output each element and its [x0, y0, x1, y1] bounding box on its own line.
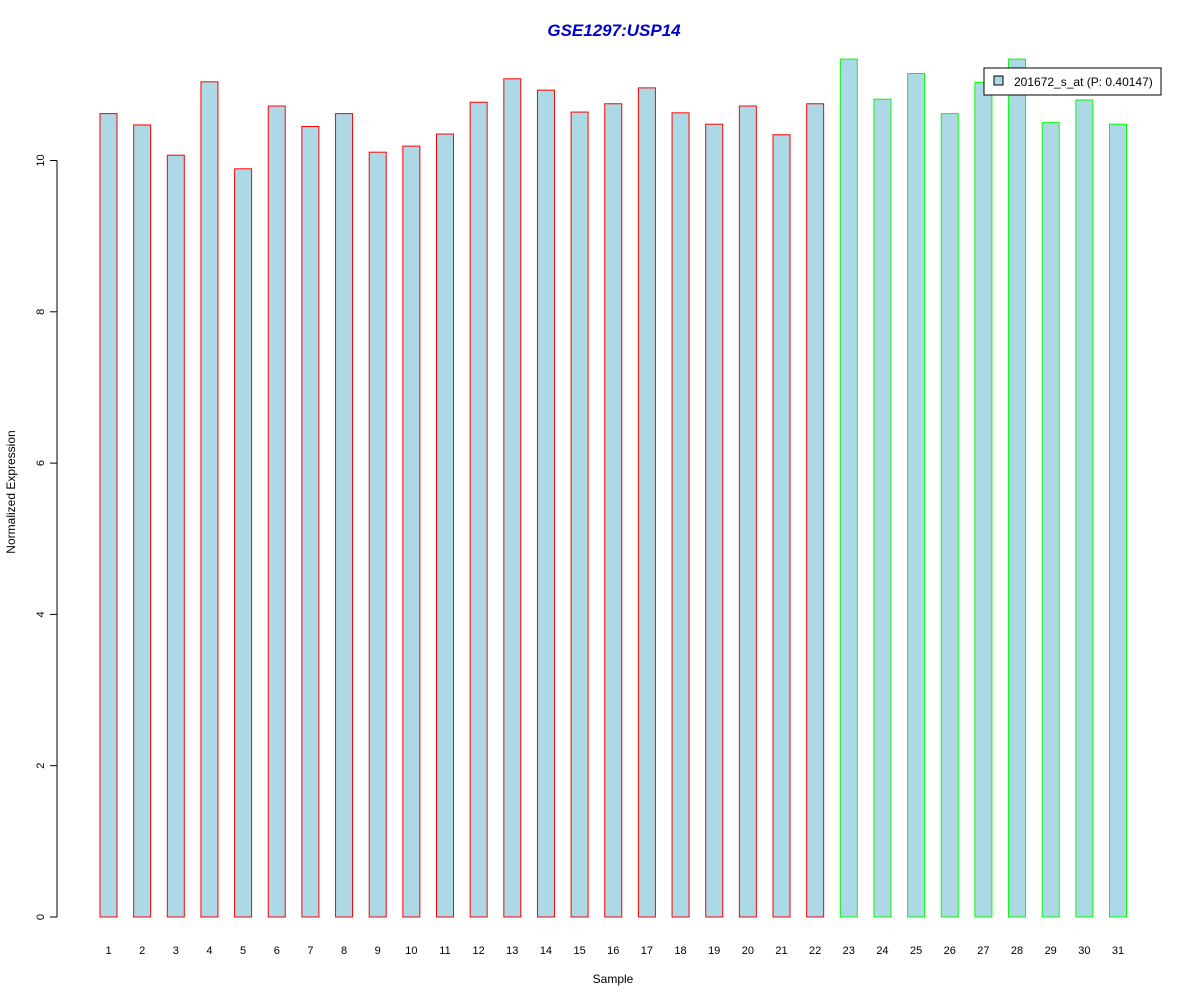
legend-box [983, 67, 1162, 96]
bar-sample-20 [738, 105, 757, 918]
y-axis: 0 2 4 6 8 10 [35, 154, 58, 920]
bar-sample-30 [1075, 99, 1094, 918]
y-axis-label: Normalized Expression [4, 430, 18, 553]
x-tick-label: 30 [1078, 945, 1090, 957]
bar-sample-7 [301, 125, 320, 918]
x-tick-label: 9 [375, 945, 381, 957]
bar-sample-29 [1041, 122, 1060, 918]
bar-sample-24 [873, 98, 892, 918]
x-tick-label: 17 [641, 945, 653, 957]
x-tick-label: 2 [139, 945, 145, 957]
x-tick-label: 22 [809, 945, 821, 957]
bars-group [99, 58, 1127, 918]
bar-sample-17 [637, 87, 656, 918]
bar-sample-3 [166, 154, 185, 918]
y-tick-label: 6 [35, 460, 47, 466]
x-tick-label: 27 [977, 945, 989, 957]
x-tick-label: 6 [274, 945, 280, 957]
bar-sample-5 [234, 168, 253, 918]
x-tick-label: 26 [944, 945, 956, 957]
bar-sample-28 [1008, 58, 1027, 918]
bar-sample-1 [99, 113, 118, 918]
x-tick-label: 20 [742, 945, 754, 957]
bar-sample-16 [604, 103, 623, 918]
bar-sample-25 [907, 73, 926, 918]
x-tick-label: 18 [674, 945, 686, 957]
legend-swatch [993, 75, 1004, 86]
bar-sample-13 [503, 78, 522, 918]
x-tick-label: 29 [1045, 945, 1057, 957]
x-tick-labels: 1 2 3 4 5 6 7 8 9 10 11 12 13 14 15 16 17 18 19 20 21 22 23 24 2… [105, 945, 1124, 957]
x-tick-label: 1 [105, 945, 111, 957]
x-tick-label: 14 [540, 945, 552, 957]
bar-sample-27 [974, 82, 993, 918]
x-tick-label: 12 [473, 945, 485, 957]
x-tick-label: 5 [240, 945, 246, 957]
y-tick-label: 8 [35, 309, 47, 315]
bar-sample-26 [940, 113, 959, 918]
x-tick-label: 31 [1112, 945, 1124, 957]
x-tick-label: 13 [506, 945, 518, 957]
y-tick-label: 2 [35, 763, 47, 769]
bar-sample-9 [368, 151, 387, 918]
x-axis-label: Sample [593, 972, 634, 986]
x-tick-label: 25 [910, 945, 922, 957]
x-tick-label: 15 [573, 945, 585, 957]
bar-sample-4 [200, 81, 219, 918]
bar-sample-10 [402, 145, 421, 918]
y-tick-label: 4 [35, 611, 47, 617]
x-tick-label: 28 [1011, 945, 1023, 957]
x-tick-label: 8 [341, 945, 347, 957]
x-tick-label: 4 [206, 945, 212, 957]
bar-sample-6 [267, 105, 286, 918]
x-tick-label: 24 [876, 945, 888, 957]
x-tick-label: 11 [439, 945, 450, 957]
bar-sample-8 [335, 113, 354, 918]
x-tick-label: 19 [708, 945, 720, 957]
bar-sample-31 [1109, 123, 1127, 918]
x-tick-label: 7 [307, 945, 313, 957]
bar-sample-21 [772, 134, 791, 918]
bar-sample-22 [806, 103, 825, 918]
bar-sample-18 [671, 112, 690, 918]
x-tick-label: 10 [405, 945, 417, 957]
x-tick-label: 23 [843, 945, 855, 957]
bar-sample-12 [469, 101, 488, 918]
bar-sample-2 [133, 124, 152, 918]
x-tick-label: 21 [775, 945, 787, 957]
y-tick-label: 10 [35, 154, 47, 166]
legend-label: 201672_s_at (P: 0.40147) [1014, 75, 1153, 89]
y-tick-label: 0 [35, 914, 47, 920]
bar-sample-14 [536, 89, 555, 918]
bar-sample-15 [570, 111, 589, 918]
legend: 201672_s_at (P: 0.40147) [983, 67, 1162, 96]
bar-sample-19 [705, 123, 724, 918]
bar-sample-11 [436, 133, 454, 918]
x-tick-label: 3 [173, 945, 179, 957]
x-tick-label: 16 [607, 945, 619, 957]
chart-title: GSE1297:USP14 [547, 21, 681, 40]
bar-sample-23 [839, 58, 858, 918]
